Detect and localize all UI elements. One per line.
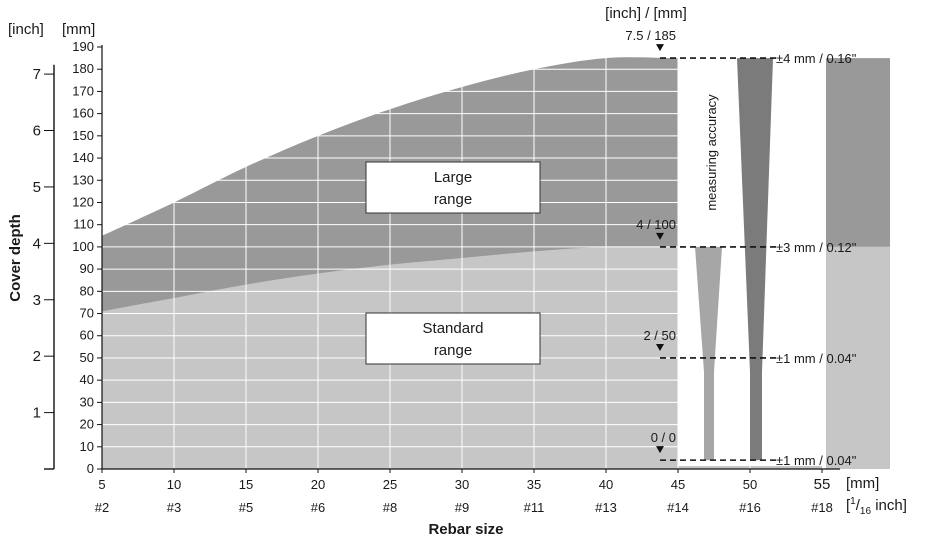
depth-label: 7.5 / 185 [625,28,676,43]
level-marker-icon [656,446,664,454]
y-tick-label-inch: 4 [33,235,41,252]
axes: 0102030405060708090100110120130140150160… [33,39,840,515]
y-unit-mm: [mm] [62,21,95,38]
y-tick-label-mm: 190 [72,39,94,54]
y-tick-label-inch: 1 [33,405,41,422]
x-tick-label-mm: 10 [167,477,181,492]
y-tick-label-mm: 180 [72,61,94,76]
accuracy-label: ±1 mm / 0.04" [776,453,857,468]
y-tick-label-mm: 30 [80,394,94,409]
standard-range-label-box [365,312,541,365]
large-accuracy-bar [737,58,773,461]
large-range-label-box [365,161,541,214]
x-tick-label-mm: 50 [743,477,757,492]
x-tick-label-rebar: #3 [167,500,181,515]
x-unit-inch: [1/16 inch] [846,496,907,517]
right-standard-strip [826,246,890,469]
level-marker-icon [656,343,664,351]
standard-range-label-line: Standard [423,320,484,337]
y-tick-label-mm: 160 [72,106,94,121]
accuracy-label: ±1 mm / 0.04" [776,351,857,366]
depth-label: 2 / 50 [643,328,676,343]
y-tick-label-inch: 3 [33,292,41,309]
y-tick-label-inch: 5 [33,179,41,196]
y-axis-title: Cover depth [7,214,24,302]
y-tick-label-inch: 7 [33,66,41,83]
depth-label: 0 / 0 [651,430,676,445]
x-tick-label-rebar: #16 [739,500,761,515]
y-tick-label-inch: 2 [33,348,41,365]
x-tick-label-mm: 45 [671,477,685,492]
large-range-label-line: range [434,191,472,208]
level-marker-icon [656,232,664,240]
y-unit-inch: [inch] [8,21,44,38]
accuracy-label: ±4 mm / 0.16" [776,51,857,66]
accuracy-header: [inch] / [mm] [605,5,687,22]
y-tick-label-mm: 0 [87,461,94,476]
y-tick-label-mm: 50 [80,350,94,365]
y-tick-label-mm: 170 [72,83,94,98]
x-tick-label-mm: 40 [599,477,613,492]
x-tick-label-rebar: #18 [811,500,833,515]
y-tick-label-mm: 10 [80,439,94,454]
y-tick-label-mm: 70 [80,306,94,321]
x-tick-label-rebar: #13 [595,500,617,515]
x-tick-label-rebar: #2 [95,500,109,515]
y-tick-label-mm: 100 [72,239,94,254]
x-tick-label-mm: 5 [98,477,105,492]
x-unit-mm: [mm] [846,475,879,492]
x-tick-label-rebar: #14 [667,500,689,515]
y-tick-label-mm: 90 [80,261,94,276]
x-tick-label-rebar: #5 [239,500,253,515]
x-tick-label-rebar: #8 [383,500,397,515]
x-tick-label-rebar: #6 [311,500,325,515]
large-range-label-line: Large [434,169,472,186]
accuracy-label: ±3 mm / 0.12" [776,240,857,255]
level-marker-icon [656,44,664,52]
y-tick-label-mm: 110 [73,217,94,232]
x-tick-label-mm: 30 [455,477,469,492]
x-tick-label-mm: 35 [527,477,541,492]
x-tick-label-rebar: #9 [455,500,469,515]
large-range-label: Large range [365,161,541,214]
y-tick-label-mm: 40 [80,372,94,387]
depth-label: 4 / 100 [636,217,676,232]
y-tick-label-mm: 120 [72,194,94,209]
x-axis-title: Rebar size [428,521,503,538]
x-tick-label-mm: 20 [311,477,325,492]
standard-range-label: Standard range [365,312,541,365]
accuracy-panel: measuring accuracy 7.5 / 185 ±4 mm / 0.16"… [625,28,890,469]
standard-accuracy-bar [695,246,722,461]
y-tick-label-mm: 80 [80,283,94,298]
y-tick-label-mm: 60 [80,328,94,343]
y-tick-label-mm: 130 [72,172,94,187]
accuracy-caption: measuring accuracy [704,94,719,211]
right-large-strip [826,58,890,247]
y-tick-label-mm: 150 [72,128,94,143]
standard-range-label-line: range [434,342,472,359]
y-tick-label-mm: 20 [80,417,94,432]
x-tick-label-mm: 15 [239,477,253,492]
y-tick-label-inch: 6 [33,123,41,140]
x-tick-label-mm: 25 [383,477,397,492]
y-tick-label-mm: 140 [72,150,94,165]
x-tick-label-rebar: #11 [524,500,545,515]
x-tick-label-mm: 55 [814,476,831,493]
